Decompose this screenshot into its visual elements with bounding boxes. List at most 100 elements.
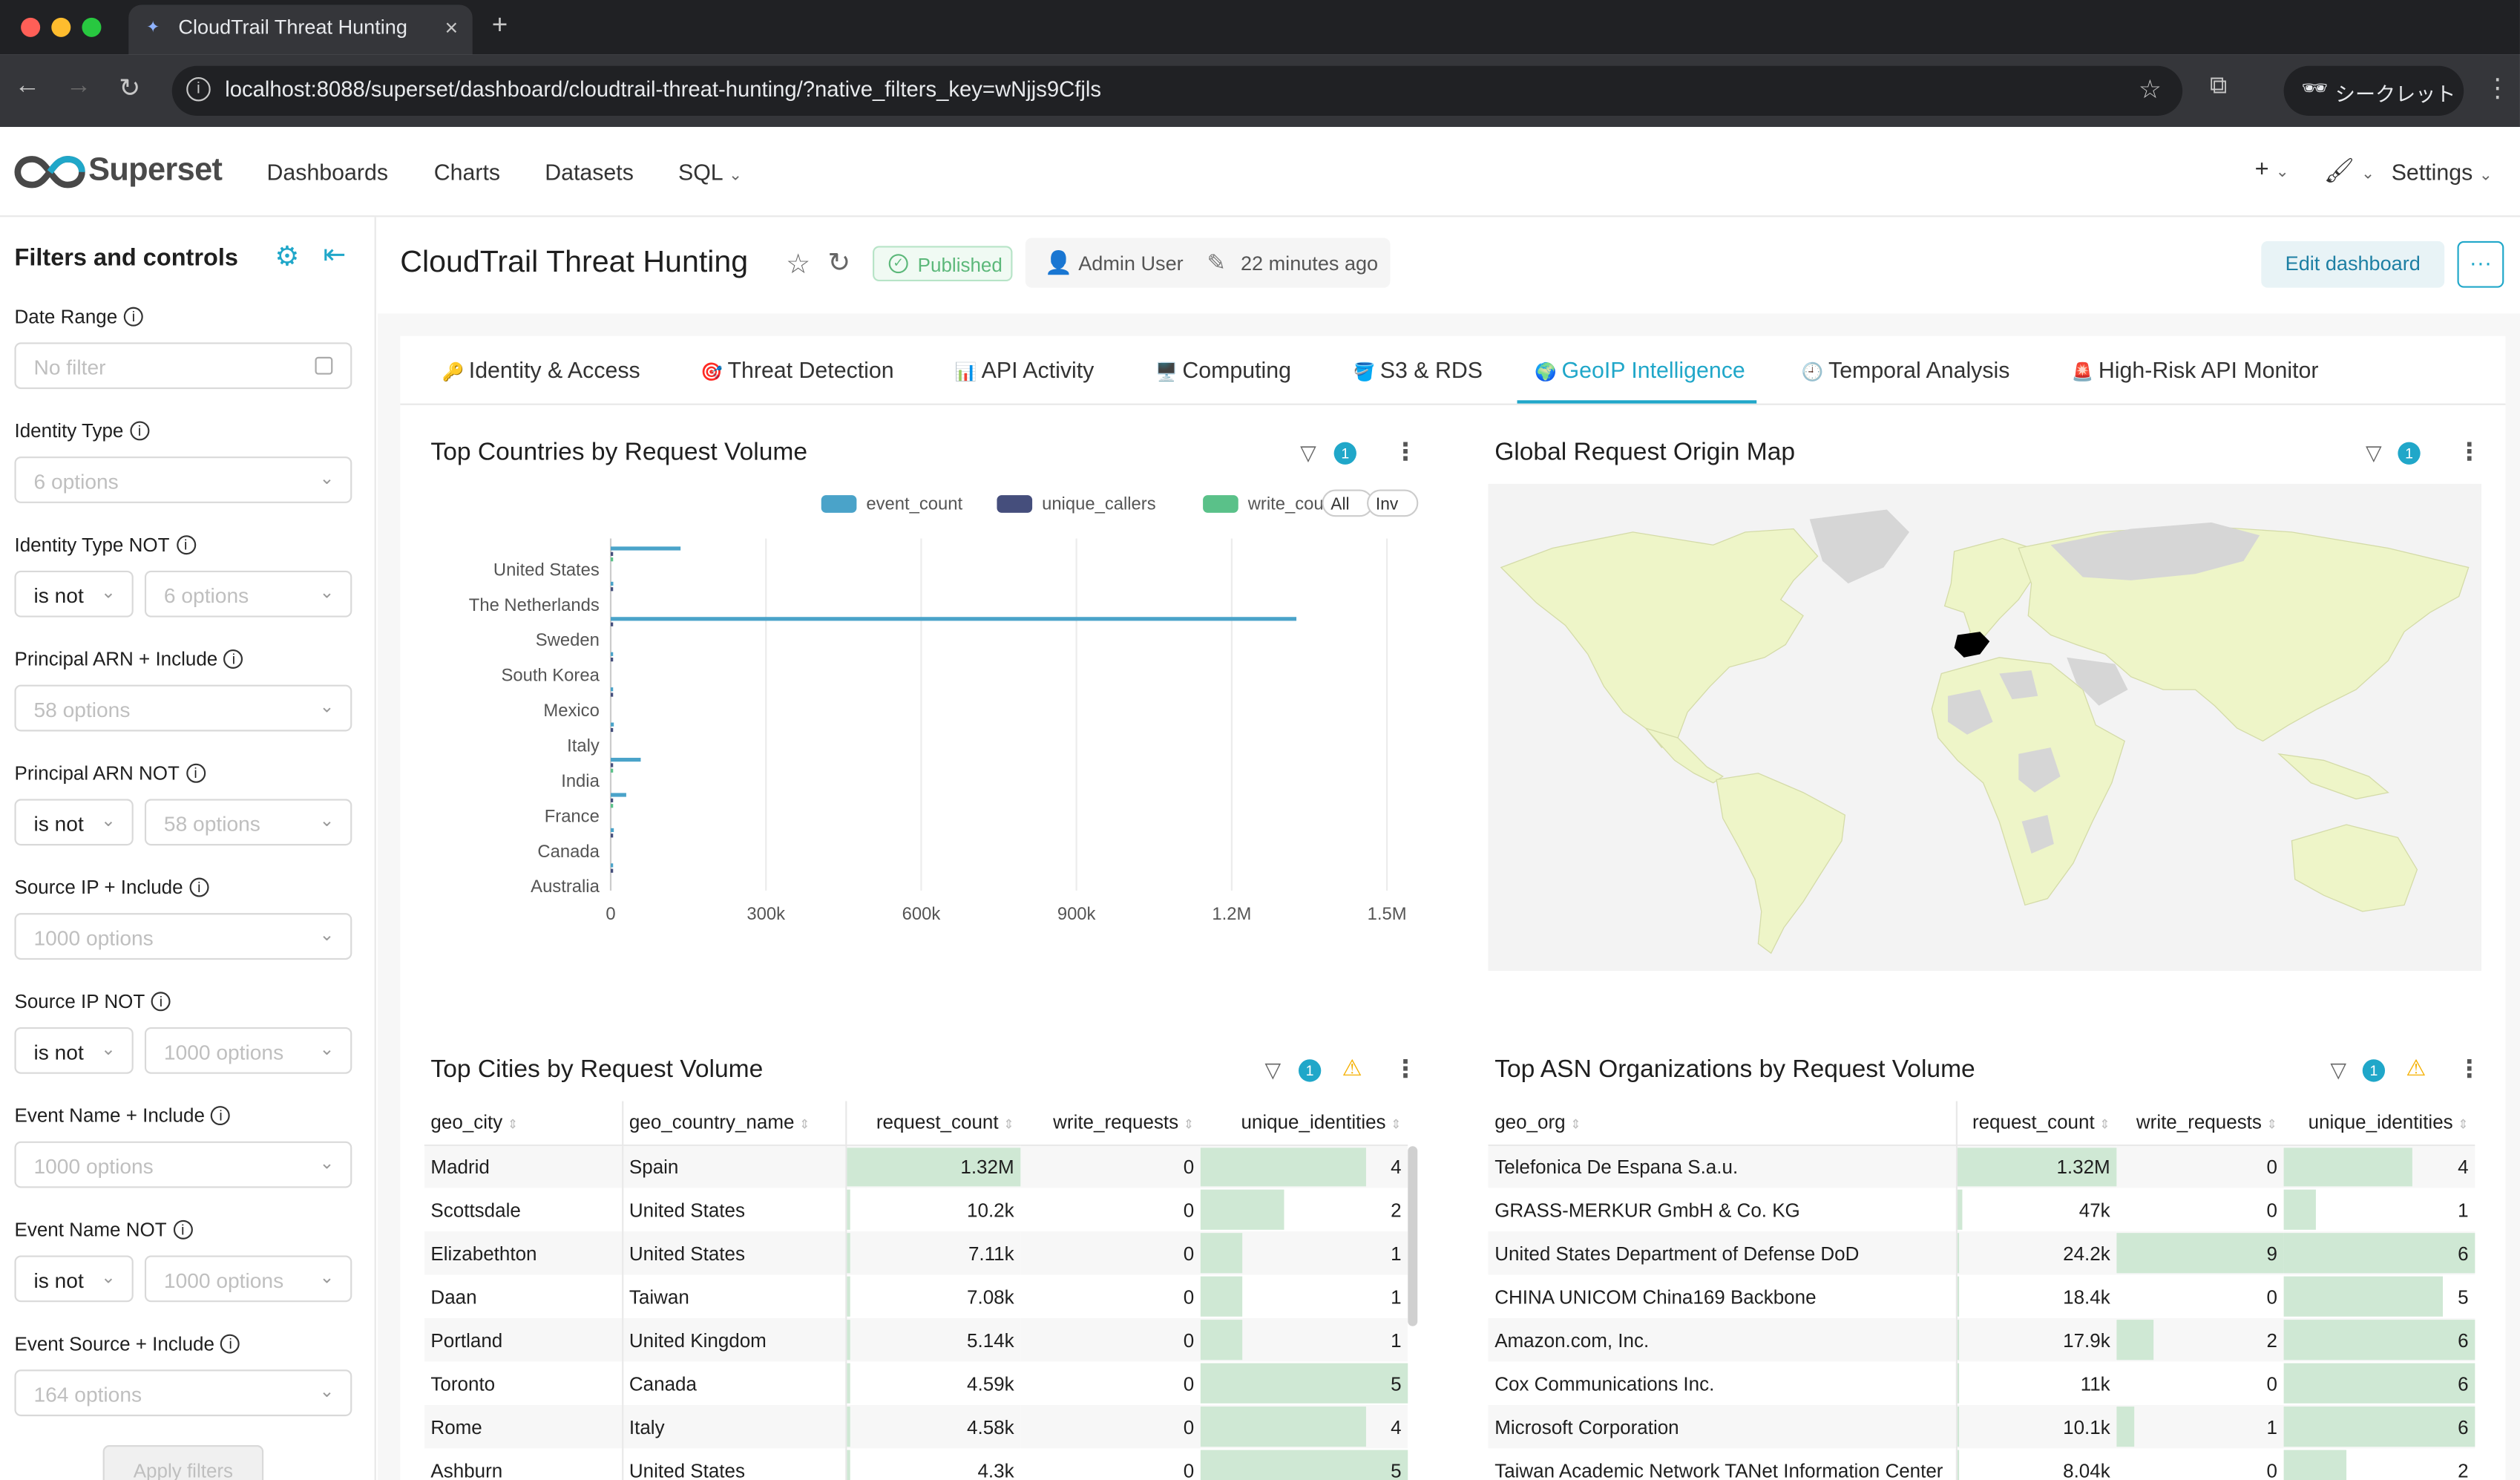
column-header-geo-org[interactable]: geo_org ⇕ xyxy=(1488,1101,1957,1146)
filter-value-select[interactable]: 1000 options ⌄ xyxy=(144,1026,352,1074)
menu-sql[interactable]: SQL ⌄ xyxy=(678,159,742,185)
info-icon[interactable]: i xyxy=(151,992,171,1012)
table-row[interactable]: CHINA UNICOM China169 Backbone 18.4k 0 5 xyxy=(1488,1274,2475,1318)
column-header-request-count[interactable]: request_count ⇕ xyxy=(1955,1101,2117,1146)
world-map[interactable] xyxy=(1488,483,2481,972)
close-tab-icon[interactable]: × xyxy=(444,14,459,41)
new-tab-icon[interactable]: + xyxy=(491,9,508,41)
tab-temporal-analysis[interactable]: 🕘 Temporal Analysis xyxy=(1802,357,2010,383)
settings-menu[interactable]: Settings ⌄ xyxy=(2392,159,2493,185)
tab-high-risk-api-monitor[interactable]: 🚨 High-Risk API Monitor xyxy=(2072,357,2319,383)
legend-swatch-event-count[interactable] xyxy=(821,495,857,513)
bar-unique-callers-united-states[interactable] xyxy=(611,551,614,556)
table-row[interactable]: Scottsdale United States 10.2k 0 2 xyxy=(424,1188,1408,1232)
chart-menu-icon[interactable]: ⋮ xyxy=(1393,439,1418,467)
refresh-icon[interactable]: ↻ xyxy=(827,247,851,278)
legend-swatch-unique-callers[interactable] xyxy=(997,495,1033,513)
forward-icon[interactable]: → xyxy=(65,72,92,100)
url-text[interactable]: localhost:8088/superset/dashboard/cloudt… xyxy=(225,76,1101,102)
info-icon[interactable]: i xyxy=(211,1106,231,1126)
bar-event-count-australia[interactable] xyxy=(611,863,614,868)
bar-event-count-united-states[interactable] xyxy=(611,546,681,551)
menu-datasets[interactable]: Datasets xyxy=(545,159,634,186)
tab-geoip-intelligence[interactable]: 🌍 GeoIP Intelligence xyxy=(1535,357,1745,383)
bar-unique-callers-italy[interactable] xyxy=(611,727,614,733)
filter-value-select[interactable]: 6 options ⌄ xyxy=(144,570,352,618)
filter-icon[interactable]: ▽ xyxy=(2330,1058,2347,1082)
chart-menu-icon[interactable]: ⋮ xyxy=(2457,439,2481,467)
table-row[interactable]: Portland United Kingdom 5.14k 0 1 xyxy=(424,1317,1408,1362)
legend-all-button[interactable]: All xyxy=(1330,494,1349,514)
bar-unique-callers-south-korea[interactable] xyxy=(611,658,614,662)
theme-menu[interactable]: 🖌 ⌄ xyxy=(2324,156,2375,185)
filter-value-select[interactable]: 164 options ⌄ xyxy=(14,1369,352,1417)
bar-event-count-the-netherlands[interactable] xyxy=(611,581,614,586)
bar-event-count-south-korea[interactable] xyxy=(611,652,614,656)
sort-icon[interactable]: ⇕ xyxy=(2266,1117,2277,1133)
info-icon[interactable]: i xyxy=(186,763,206,783)
bar-unique-callers-mexico[interactable] xyxy=(611,692,614,697)
table-row[interactable]: Rome Italy 4.58k 0 4 xyxy=(424,1404,1408,1449)
bar-unique-callers-the-netherlands[interactable] xyxy=(611,587,614,592)
browser-menu-icon[interactable]: ⋮ xyxy=(2484,75,2510,103)
info-icon[interactable]: i xyxy=(123,307,143,327)
legend-label-event-count[interactable]: event_count xyxy=(866,494,962,514)
sort-icon[interactable]: ⇕ xyxy=(1183,1117,1195,1133)
sort-icon[interactable]: ⇕ xyxy=(1391,1117,1402,1133)
cities-scrollbar[interactable] xyxy=(1408,1146,1418,1326)
incognito-badge[interactable]: 🕶 シークレット xyxy=(2283,65,2464,116)
browser-tab[interactable]: ✦ CloudTrail Threat Hunting × xyxy=(128,4,473,55)
table-row[interactable]: Microsoft Corporation 10.1k 1 6 xyxy=(1488,1404,2475,1449)
site-info-icon[interactable]: i xyxy=(186,76,211,102)
column-header-request-count[interactable]: request_count ⇕ xyxy=(845,1101,1021,1146)
tab-computing[interactable]: 🖥️ Computing xyxy=(1155,357,1291,383)
legend-swatch-write-count[interactable] xyxy=(1203,495,1238,513)
cast-icon[interactable]: ⧉ xyxy=(2209,72,2228,100)
bar-unique-callers-india[interactable] xyxy=(611,763,614,767)
sort-icon[interactable]: ⇕ xyxy=(2458,1117,2469,1133)
add-new-menu[interactable]: + ⌄ xyxy=(2254,156,2289,183)
tab-threat-detection[interactable]: 🎯 Threat Detection xyxy=(700,357,893,383)
table-row[interactable]: Toronto Canada 4.59k 0 5 xyxy=(424,1361,1408,1405)
address-bar[interactable]: i localhost:8088/superset/dashboard/clou… xyxy=(171,65,2183,116)
table-row[interactable]: Daan Taiwan 7.08k 0 1 xyxy=(424,1274,1408,1318)
dashboard-title[interactable]: CloudTrail Threat Hunting xyxy=(400,246,749,280)
collapse-sidebar-icon[interactable]: ⇤ xyxy=(323,239,347,270)
filter-value-select[interactable]: 58 options ⌄ xyxy=(144,799,352,846)
more-actions-button[interactable]: ··· xyxy=(2457,240,2504,288)
bar-write-count-france[interactable] xyxy=(611,804,614,808)
filter-icon[interactable]: ▽ xyxy=(1264,1058,1282,1082)
info-icon[interactable]: i xyxy=(189,877,209,897)
gear-icon[interactable]: ⚙ xyxy=(275,240,300,272)
filter-operator-select[interactable]: is not ⌄ xyxy=(14,570,134,618)
filter-operator-select[interactable]: is not ⌄ xyxy=(14,1026,134,1074)
filter-count-badge[interactable]: 1 xyxy=(1333,442,1356,465)
sort-icon[interactable]: ⇕ xyxy=(2099,1117,2110,1133)
info-icon[interactable]: i xyxy=(173,1219,193,1240)
bar-unique-callers-canada[interactable] xyxy=(611,834,614,838)
bar-write-count-united-states[interactable] xyxy=(611,557,614,562)
column-header-geo-country-name[interactable]: geo_country_name ⇕ xyxy=(622,1101,847,1146)
filter-count-badge[interactable]: 1 xyxy=(1298,1059,1322,1082)
bar-unique-callers-sweden[interactable] xyxy=(611,622,614,626)
table-row[interactable]: Ashburn United States 4.3k 0 5 xyxy=(424,1448,1408,1480)
apply-filters-button[interactable]: Apply filters xyxy=(102,1445,264,1480)
chart-menu-icon[interactable]: ⋮ xyxy=(2457,1055,2481,1084)
table-row[interactable]: Amazon.com, Inc. 17.9k 2 6 xyxy=(1488,1317,2475,1362)
table-row[interactable]: Madrid Spain 1.32M 0 4 xyxy=(424,1145,1408,1188)
table-row[interactable]: Telefonica De Espana S.a.u. 1.32M 0 4 xyxy=(1488,1145,2475,1188)
table-row[interactable]: United States Department of Defense DoD 2… xyxy=(1488,1231,2475,1275)
info-icon[interactable]: i xyxy=(220,1334,240,1354)
bar-event-count-italy[interactable] xyxy=(611,722,614,727)
menu-charts[interactable]: Charts xyxy=(433,159,501,186)
status-badge[interactable]: ✓ Published xyxy=(873,246,1013,282)
chart-menu-icon[interactable]: ⋮ xyxy=(1393,1055,1418,1084)
bar-write-count-india[interactable] xyxy=(611,768,614,773)
filter-operator-select[interactable]: is not ⌄ xyxy=(14,1255,134,1303)
column-header-unique-identities[interactable]: unique_identities ⇕ xyxy=(1200,1101,1408,1146)
sort-icon[interactable]: ⇕ xyxy=(1003,1117,1014,1133)
tab-identity-access[interactable]: 🔑 Identity & Access xyxy=(442,357,640,383)
filter-value-select[interactable]: 1000 options ⌄ xyxy=(14,1141,352,1188)
edit-dashboard-button[interactable]: Edit dashboard xyxy=(2261,240,2445,288)
table-row[interactable]: Elizabethton United States 7.11k 0 1 xyxy=(424,1231,1408,1275)
